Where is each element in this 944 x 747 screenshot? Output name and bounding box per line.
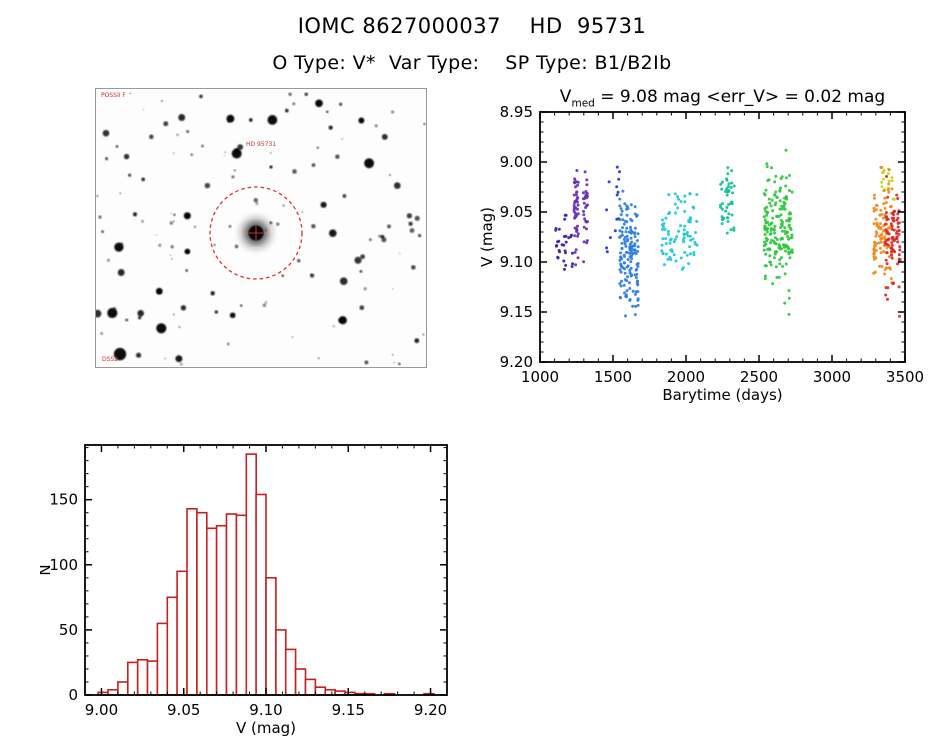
svg-text:2500: 2500	[740, 368, 778, 386]
vmed-label: V	[559, 87, 572, 107]
svg-text:1500: 1500	[594, 368, 632, 386]
finder-survey-label: POSSII F	[101, 92, 126, 99]
starfield-image	[96, 89, 426, 367]
svg-text:9.05: 9.05	[167, 701, 200, 719]
svg-text:100: 100	[49, 556, 78, 574]
finder-target-label: HD 95731	[246, 141, 277, 148]
finder-bottom-label: DSS2	[102, 356, 119, 363]
svg-text:50: 50	[59, 621, 78, 639]
page-title: IOMC 8627000037 HD 95731	[297, 14, 647, 38]
svg-text:9.00: 9.00	[500, 153, 533, 171]
svg-text:9.15: 9.15	[500, 303, 533, 321]
svg-text:3500: 3500	[886, 368, 924, 386]
page-subtitle: O Type: V* Var Type: SP Type: B1/B2Ib	[272, 52, 672, 74]
finder-chart: POSSII F HD 95731 DSS2	[95, 88, 427, 368]
lightcurve-plot: 1000 1500 2000 2500 3000 3500 8.95 9.00 9.05 9.10…	[480, 103, 924, 404]
svg-text:N: N	[40, 564, 54, 575]
svg-text:9.10: 9.10	[249, 701, 282, 719]
svg-text:V (mag): V (mag)	[480, 207, 496, 267]
svg-text:Barytime (days): Barytime (days)	[662, 386, 782, 404]
lightcurve-chart: Vmed = 9.08 mag <err_V> = 0.02 mag 1000 1…	[480, 85, 940, 415]
vmed-value-text: = 9.08 mag <err_V> = 0.02 mag	[594, 87, 886, 107]
svg-text:1000: 1000	[521, 368, 559, 386]
vmed-subscript: med	[571, 97, 595, 110]
svg-text:2000: 2000	[667, 368, 705, 386]
svg-text:9.20: 9.20	[414, 701, 447, 719]
lightcurve-title: Vmed = 9.08 mag <err_V> = 0.02 mag	[530, 87, 915, 109]
svg-text:150: 150	[49, 491, 78, 509]
svg-text:9.15: 9.15	[332, 701, 365, 719]
svg-text:8.95: 8.95	[500, 103, 533, 121]
svg-text:9.20: 9.20	[500, 353, 533, 371]
histogram-chart: 9.00 9.05 9.10 9.15 9.20 0 50 100 150 V (mag) N	[40, 430, 470, 747]
histogram-plot: 9.00 9.05 9.10 9.15 9.20 0 50 100 150 V (mag) N	[40, 444, 448, 737]
svg-text:V (mag): V (mag)	[236, 719, 296, 737]
svg-text:9.10: 9.10	[500, 253, 533, 271]
svg-text:9.00: 9.00	[85, 701, 118, 719]
svg-text:9.05: 9.05	[500, 203, 533, 221]
svg-text:0: 0	[68, 686, 78, 704]
svg-text:3000: 3000	[813, 368, 851, 386]
